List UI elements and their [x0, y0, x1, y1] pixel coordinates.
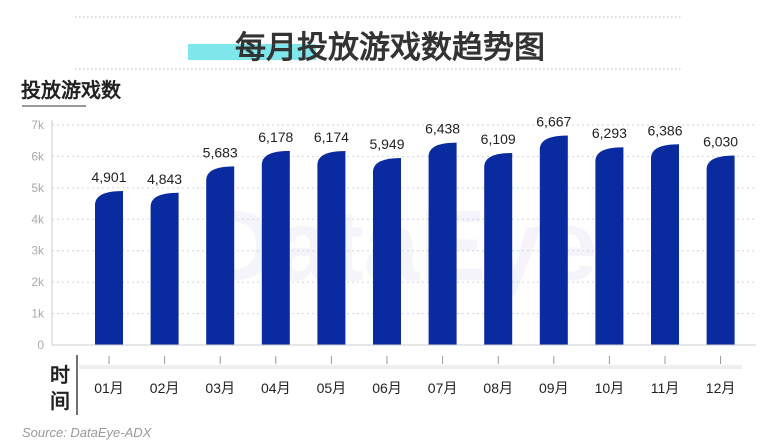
y-tick-label: 5k — [31, 181, 45, 195]
x-tick-label: 05月 — [317, 380, 347, 396]
bar-01月 — [95, 190, 123, 345]
data-label: 5,683 — [203, 144, 238, 160]
x-tick-label: 11月 — [651, 380, 680, 396]
x-tick-label: 02月 — [150, 380, 180, 396]
x-tick-label: 12月 — [706, 380, 736, 396]
data-label: 4,843 — [147, 171, 182, 187]
x-tick-label: 04月 — [261, 380, 291, 396]
data-label: 6,438 — [425, 121, 460, 137]
x-tick-label: 08月 — [483, 380, 513, 396]
x-axis-title-1: 时 — [50, 363, 70, 387]
data-label: 5,949 — [369, 136, 404, 152]
data-label: 6,293 — [592, 125, 627, 141]
data-label: 6,667 — [536, 113, 571, 129]
x-axis-title-2: 间 — [50, 389, 70, 413]
chart-title: 每月投放游戏数趋势图 — [235, 30, 545, 66]
title-highlight — [188, 44, 316, 60]
data-label: 4,901 — [91, 169, 126, 185]
data-label: 6,174 — [314, 129, 349, 145]
bar-08月 — [484, 153, 513, 345]
bar-09月 — [539, 135, 568, 345]
data-label: 6,178 — [258, 129, 293, 145]
bar-04月 — [261, 150, 290, 345]
y-tick-label: 3k — [31, 244, 45, 258]
bar-03月 — [206, 166, 235, 345]
x-tick-label: 06月 — [372, 380, 402, 396]
x-tick-label: 01月 — [94, 380, 124, 396]
y-tick-label: 0 — [37, 338, 44, 352]
x-tick-label: 10月 — [595, 380, 625, 396]
x-tick-label: 03月 — [205, 380, 235, 396]
y-axis-title: 投放游戏数 — [21, 78, 122, 102]
bar-11月 — [651, 144, 679, 345]
y-tick-label: 2k — [31, 275, 45, 289]
source-note: Source: DataEye-ADX — [22, 425, 153, 440]
bar-02月 — [150, 192, 179, 345]
y-tick-label: 6k — [31, 149, 45, 163]
x-tick-label: 09月 — [539, 380, 569, 396]
data-label: 6,386 — [647, 122, 682, 138]
bar-05月 — [317, 150, 346, 345]
bar-07月 — [428, 142, 457, 345]
data-label: 6,030 — [703, 133, 738, 149]
y-tick-label: 7k — [31, 118, 45, 132]
x-tick-label: 07月 — [428, 380, 458, 396]
y-tick-label: 1k — [31, 307, 45, 321]
bar-12月 — [706, 155, 735, 345]
y-tick-label: 4k — [31, 212, 45, 226]
data-label: 6,109 — [481, 131, 516, 147]
bar-10月 — [595, 147, 624, 345]
bar-06月 — [373, 158, 401, 345]
